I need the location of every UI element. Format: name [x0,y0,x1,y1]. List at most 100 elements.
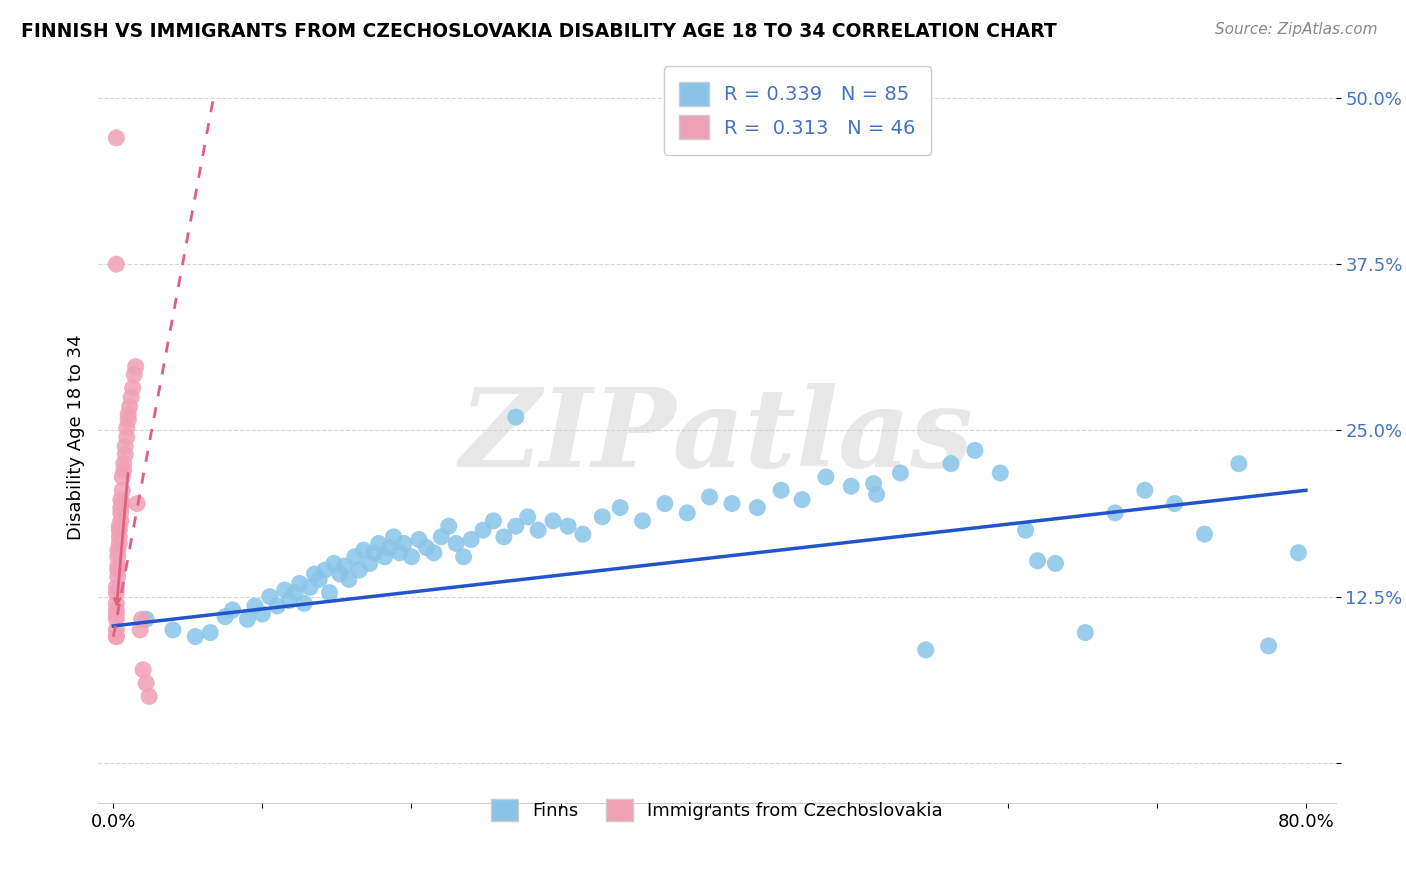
Point [111,483,134,498]
Point [288,576,311,591]
Point [125,359,148,374]
Point [299,580,322,594]
Point [609,500,631,515]
Point [1133,483,1156,498]
Point [572,527,595,541]
Point [131,612,153,626]
Point [107,559,129,574]
Point [1286,546,1309,560]
Point [349,563,371,577]
Point [367,536,389,550]
Point [516,509,538,524]
Point [889,466,911,480]
Point [1227,457,1250,471]
Point [111,497,134,511]
Point [541,514,564,528]
Point [453,549,475,564]
Point [274,582,297,597]
Point [1104,506,1126,520]
Point [114,439,136,453]
Point [110,514,132,528]
Point [865,487,887,501]
Point [1045,557,1067,571]
Point [162,623,184,637]
Point [353,543,375,558]
Point [105,630,128,644]
Point [401,549,423,564]
Point [278,593,301,607]
Point [135,676,157,690]
Point [505,519,527,533]
Point [939,457,962,471]
Point [557,519,579,533]
Point [105,607,128,621]
Point [747,500,769,515]
Point [460,533,482,547]
Point [127,497,149,511]
Point [314,563,336,577]
Point [505,410,527,425]
Point [444,536,467,550]
Point [323,557,346,571]
Point [108,530,131,544]
Point [304,567,326,582]
Point [988,466,1011,480]
Point [318,585,340,599]
Point [107,543,129,558]
Point [110,500,132,515]
Point [388,546,411,560]
Point [408,533,430,547]
Point [112,463,135,477]
Point [1014,523,1036,537]
Point [105,596,128,610]
Point [200,625,222,640]
Point [108,536,131,550]
Point [108,523,131,537]
Point [591,509,613,524]
Point [135,612,157,626]
Point [112,457,135,471]
Point [382,530,405,544]
Point [266,599,288,613]
Point [1026,554,1049,568]
Point [105,623,128,637]
Point [111,470,134,484]
Text: Source: ZipAtlas.com: Source: ZipAtlas.com [1215,22,1378,37]
Point [329,567,352,582]
Point [914,643,936,657]
Point [107,563,129,577]
Point [292,596,315,610]
Point [122,368,145,382]
Point [862,476,884,491]
Text: FINNISH VS IMMIGRANTS FROM CZECHOSLOVAKIA DISABILITY AGE 18 TO 34 CORRELATION CH: FINNISH VS IMMIGRANTS FROM CZECHOSLOVAKI… [21,22,1057,41]
Point [770,483,793,498]
Point [492,530,515,544]
Point [243,599,266,613]
Point [963,443,986,458]
Point [482,514,505,528]
Point [676,506,699,520]
Point [105,630,128,644]
Point [117,413,139,427]
Point [1257,639,1279,653]
Point [108,519,131,533]
Point [654,497,676,511]
Point [437,519,460,533]
Point [184,630,207,644]
Point [259,590,281,604]
Point [107,549,129,564]
Point [721,497,744,511]
Point [236,612,259,626]
Point [121,381,143,395]
Point [221,603,243,617]
Point [430,530,453,544]
Point [814,470,837,484]
Point [308,573,330,587]
Point [1163,497,1185,511]
Point [114,447,136,461]
Point [472,523,495,537]
Point [363,546,385,560]
Legend: Finns, Immigrants from Czechoslovakia: Finns, Immigrants from Czechoslovakia [478,787,956,834]
Point [415,541,437,555]
Point [790,492,813,507]
